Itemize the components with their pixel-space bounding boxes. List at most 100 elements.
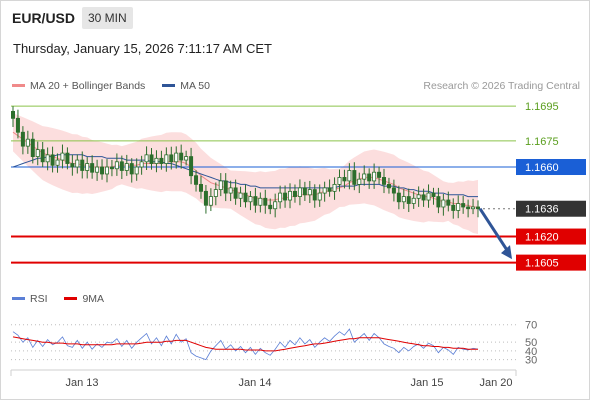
candle-body (15, 117, 20, 133)
candle-body (258, 197, 263, 206)
forecast-arrow-shaft (478, 207, 511, 254)
candle-body (243, 192, 248, 203)
candle-body (396, 192, 401, 203)
candle-body (253, 196, 258, 206)
timeframe-button[interactable]: 30 MIN (82, 7, 133, 29)
candle-body (30, 138, 35, 157)
candle-body (134, 166, 139, 175)
candle-body (362, 173, 367, 180)
candle-body (263, 197, 268, 206)
candle-body (292, 190, 297, 197)
candle-body (154, 157, 159, 164)
candle-body (80, 159, 85, 171)
candle-body (95, 166, 100, 173)
rsi-line (12, 328, 479, 361)
candle-body (372, 171, 377, 182)
credit-label: Research © 2026 Trading Central (423, 80, 580, 92)
candle-body (75, 159, 80, 168)
candle-body (436, 196, 441, 208)
candle-body (90, 163, 95, 173)
level-tag-1.1636 (516, 200, 586, 217)
candle-body (416, 194, 421, 199)
level-label-1.1636: 1.1636 (525, 204, 559, 216)
level-tag-1.1620 (516, 228, 586, 245)
candle-body (342, 177, 347, 182)
candle-body (50, 154, 55, 166)
candle-body (198, 183, 203, 192)
candle-body (169, 154, 174, 163)
chart-header: EUR/USD 30 MIN (0, 0, 590, 36)
candle-body (35, 149, 40, 157)
x-tick-label: Jan 13 (65, 377, 98, 389)
rsi-tick-30: 30 (525, 355, 537, 367)
candle-body (337, 177, 342, 185)
candle-body (278, 192, 283, 203)
level-tag-1.1605 (516, 254, 586, 271)
candle-body (352, 170, 357, 185)
candle-body (327, 187, 332, 192)
rsi9ma-legend-swatch (64, 296, 78, 300)
candle-body (268, 204, 273, 210)
rsi-9ma-line (12, 336, 478, 352)
candle-body (55, 159, 60, 166)
datetime-label: Thursday, January 15, 2026 7:11:17 AM CE… (13, 41, 272, 56)
candle-body (471, 206, 476, 210)
candle-body (10, 110, 15, 119)
level-label-1.1695: 1.1695 (525, 101, 559, 113)
candle-body (461, 203, 466, 208)
rsi-tick-40: 40 (525, 346, 537, 358)
candle-body (411, 197, 416, 204)
candle-body (184, 156, 189, 161)
candle-body (401, 196, 406, 203)
rsi-legend: RSI 9MA (12, 293, 118, 305)
candle-body (179, 152, 184, 161)
candle-body (20, 131, 25, 147)
candle-body (60, 152, 65, 161)
candle-body (297, 187, 302, 197)
ma20-legend-label: MA 20 + Bollinger Bands (30, 80, 146, 92)
candle-body (283, 192, 288, 201)
candle-body (159, 157, 164, 164)
candle-body (475, 206, 480, 210)
candle-body (208, 196, 213, 206)
rsi9ma-legend-label: 9MA (82, 293, 105, 305)
candle-body (129, 163, 134, 175)
rsi-tick-70: 70 (525, 320, 537, 332)
candle-body (174, 152, 179, 163)
x-tick-label: Jan 20 (479, 377, 512, 389)
candle-body (391, 187, 396, 194)
candle-body (144, 154, 149, 163)
candle-body (238, 192, 243, 199)
candle-body (45, 154, 50, 163)
candle-body (85, 163, 90, 171)
candle-body (431, 192, 436, 197)
candle-body (65, 152, 70, 164)
candle-body (70, 163, 75, 168)
candle-body (347, 170, 352, 182)
candle-body (248, 196, 253, 203)
candle-body (164, 154, 169, 164)
level-tag-1.1660 (516, 159, 586, 176)
candle-body (189, 156, 194, 177)
ma50-legend-swatch (162, 83, 176, 87)
ma20-legend-swatch (12, 83, 25, 87)
candle-body (451, 204, 456, 211)
rsi-legend-label: RSI (30, 293, 48, 305)
candle-body (466, 206, 471, 210)
symbol-label[interactable]: EUR/USD (12, 10, 76, 26)
candle-body (100, 166, 105, 175)
candle-body (456, 203, 461, 211)
candle-body (25, 138, 30, 147)
candle-body (139, 161, 144, 168)
candle-body (273, 201, 278, 210)
x-tick-label: Jan 15 (410, 377, 443, 389)
level-label-1.1605: 1.1605 (525, 258, 559, 270)
candle-body (441, 199, 446, 208)
candle-body (203, 190, 208, 206)
candle-body (386, 183, 391, 189)
candle-body (109, 166, 114, 170)
candle-body (228, 187, 233, 194)
candle-body (223, 180, 228, 194)
candle-body (426, 192, 431, 201)
